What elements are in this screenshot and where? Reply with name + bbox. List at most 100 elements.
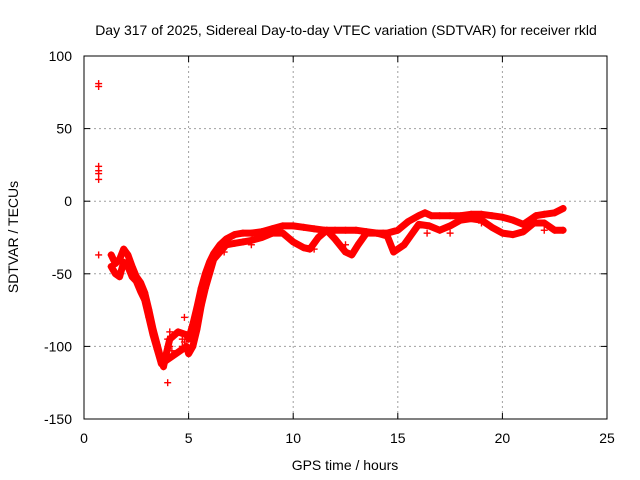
data-point xyxy=(164,379,172,387)
data-point xyxy=(95,251,103,259)
data-point xyxy=(406,232,414,240)
data-point xyxy=(279,229,287,237)
data-point xyxy=(279,222,287,230)
data-point xyxy=(183,342,191,350)
data-point xyxy=(427,212,435,220)
data-point xyxy=(314,234,322,241)
data-point xyxy=(540,210,548,218)
data-point xyxy=(540,219,548,227)
data-point xyxy=(180,313,188,321)
x-tick-label: 5 xyxy=(185,430,193,446)
data-point xyxy=(239,229,247,237)
data-point xyxy=(157,360,165,368)
data-point xyxy=(559,204,567,212)
data-point xyxy=(415,212,423,220)
data-point xyxy=(519,220,527,228)
data-point xyxy=(222,241,230,249)
data-point xyxy=(111,270,119,278)
data-point xyxy=(415,220,423,228)
data-point xyxy=(436,212,444,220)
data-point xyxy=(342,226,349,234)
data-point xyxy=(352,226,360,234)
data-point xyxy=(436,226,444,234)
data-point xyxy=(467,215,475,223)
data-point xyxy=(383,232,391,240)
data-point xyxy=(323,226,331,234)
data-point xyxy=(185,335,193,343)
data-point xyxy=(488,223,496,231)
data-point xyxy=(107,263,115,271)
data-point xyxy=(362,229,370,237)
data-point xyxy=(404,218,412,226)
x-tick-label: 25 xyxy=(599,430,615,446)
y-tick-label: 0 xyxy=(64,193,72,209)
data-point xyxy=(216,248,224,256)
data-point xyxy=(400,241,408,249)
data-point xyxy=(149,331,157,339)
data-point xyxy=(107,251,115,259)
data-point xyxy=(331,235,339,243)
points-layer xyxy=(95,80,567,387)
data-point xyxy=(166,335,174,343)
data-point xyxy=(201,284,209,292)
data-point xyxy=(95,175,103,183)
data-point xyxy=(532,212,540,220)
data-point xyxy=(446,222,454,230)
data-point xyxy=(540,226,548,234)
data-point xyxy=(498,229,506,237)
x-tick-label: 15 xyxy=(390,430,406,446)
data-point xyxy=(132,277,140,285)
data-point xyxy=(247,236,255,244)
data-point xyxy=(258,234,266,241)
data-point xyxy=(166,328,174,336)
data-point xyxy=(95,82,103,90)
data-point xyxy=(354,241,362,249)
data-point xyxy=(530,219,538,227)
y-tick-label: 50 xyxy=(56,121,72,137)
data-point xyxy=(120,258,128,266)
data-point xyxy=(551,226,559,234)
data-point xyxy=(206,270,214,278)
data-point xyxy=(446,212,454,220)
data-point xyxy=(423,229,431,237)
data-point xyxy=(498,213,506,221)
tick-layer: 0 5 10 15 20 25 -150 -100 -50 0 50 100 xyxy=(44,48,615,446)
data-point xyxy=(231,231,239,239)
data-point xyxy=(488,212,496,220)
data-point xyxy=(509,216,517,224)
data-point xyxy=(189,342,197,350)
data-point xyxy=(124,263,132,271)
data-point xyxy=(145,313,153,321)
y-tick-label: 100 xyxy=(49,48,73,64)
data-point xyxy=(141,296,149,304)
data-point xyxy=(373,229,381,237)
chart-title: Day 317 of 2025, Sidereal Day-to-day VTE… xyxy=(95,22,597,38)
data-point xyxy=(300,244,308,252)
data-point xyxy=(446,229,454,237)
x-tick-label: 10 xyxy=(285,430,301,446)
data-point xyxy=(193,325,201,333)
data-point xyxy=(331,226,339,234)
data-point xyxy=(342,248,349,256)
y-tick-label: -50 xyxy=(52,266,72,282)
y-axis-label: SDTVAR / TECUs xyxy=(5,181,21,293)
data-point xyxy=(394,245,402,253)
data-point xyxy=(197,302,205,310)
data-point xyxy=(300,223,308,231)
x-tick-label: 20 xyxy=(495,430,511,446)
data-point xyxy=(394,226,402,234)
data-point xyxy=(551,209,559,217)
data-point xyxy=(120,245,128,253)
data-point xyxy=(124,251,132,259)
data-point xyxy=(289,238,297,246)
data-point xyxy=(289,222,297,230)
data-point xyxy=(457,216,465,224)
data-point xyxy=(239,238,247,246)
data-point xyxy=(425,222,433,230)
data-point xyxy=(559,226,567,234)
data-point xyxy=(116,273,124,281)
data-point xyxy=(509,231,517,239)
y-tick-label: -100 xyxy=(44,338,72,354)
data-point xyxy=(519,228,527,236)
